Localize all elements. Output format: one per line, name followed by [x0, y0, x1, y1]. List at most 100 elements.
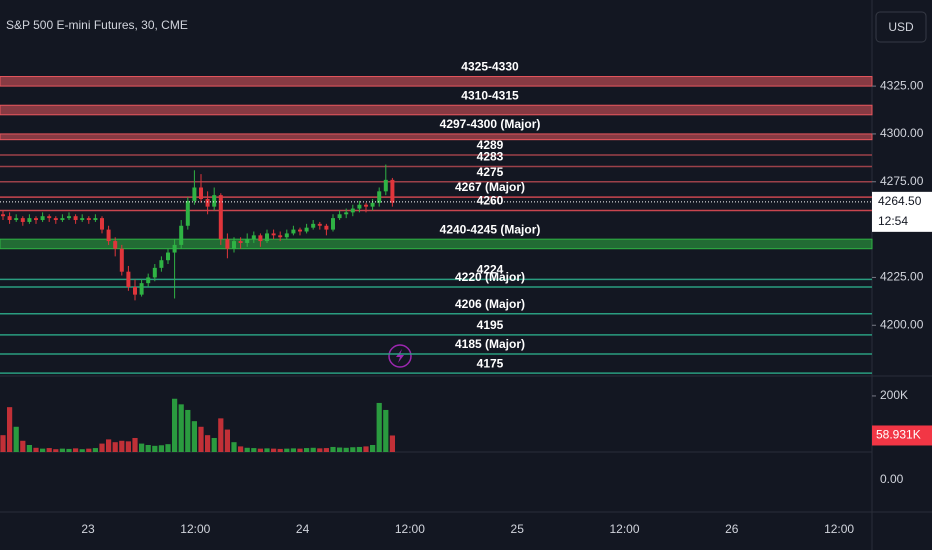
candle-body: [278, 235, 283, 238]
volume-bar: [139, 443, 145, 452]
candle-body: [119, 248, 124, 272]
x-tick-label: 12:00: [395, 522, 425, 536]
volume-bar: [33, 447, 39, 452]
last-price-box: [872, 191, 932, 232]
candle-body: [225, 239, 230, 249]
currency[interactable]: USD: [888, 20, 914, 34]
volume-last-label: 58.931K: [876, 428, 921, 442]
volume-bar: [376, 402, 382, 452]
volume-bar: [284, 448, 290, 452]
volume-bar: [20, 440, 26, 452]
volume-bar: [46, 448, 52, 452]
candle-body: [258, 235, 263, 242]
candle-body: [199, 187, 203, 199]
volume-bar: [106, 439, 112, 452]
candle-body: [265, 233, 269, 242]
candle-body: [185, 200, 190, 226]
volume-bar: [125, 441, 131, 452]
candle-body: [337, 214, 342, 219]
volume-bar: [99, 443, 105, 452]
volume-bar: [350, 447, 356, 452]
candle-body: [304, 227, 309, 232]
volume-bar: [152, 445, 158, 452]
candle-body: [311, 223, 316, 228]
level-zone: [0, 104, 873, 116]
candle-body: [60, 218, 65, 221]
candle-body: [232, 241, 236, 249]
volume-bar: [317, 448, 323, 452]
currency-button[interactable]: [875, 11, 927, 43]
y-tick-label: 4325.00: [880, 78, 924, 92]
candle-body: [218, 195, 223, 240]
level-zone: [0, 133, 873, 141]
lightning-glyph: [396, 349, 404, 363]
level-label: 4310-4315: [461, 88, 519, 102]
level-label: 4275: [477, 165, 504, 179]
volume-bar: [185, 409, 191, 452]
volume-bar: [112, 442, 118, 452]
x-tick-label: 23: [81, 522, 95, 536]
candle-body: [317, 223, 322, 226]
volume-bar: [205, 435, 211, 452]
volume-bar: [0, 435, 6, 452]
volume-bar: [257, 448, 263, 452]
volume-bar: [356, 446, 362, 452]
candle-body: [86, 218, 91, 221]
candle-body: [251, 235, 256, 240]
candle-body: [7, 216, 12, 221]
y-tick-label: 4225.00: [880, 270, 924, 284]
candle-body: [73, 216, 78, 221]
x-tick-label: 25: [511, 522, 525, 536]
volume-bar: [277, 448, 283, 452]
level-label: 4289: [477, 138, 504, 152]
candle-body: [34, 218, 38, 221]
level-label: 4185 (Major): [455, 337, 525, 351]
volume-bar: [211, 437, 217, 452]
x-tick-label: 12:00: [609, 522, 639, 536]
level-label: 4195: [477, 318, 504, 332]
volume-bar: [26, 444, 32, 452]
volume-bar: [310, 447, 316, 452]
volume-bar: [271, 448, 277, 452]
volume-bar: [165, 444, 171, 452]
level-label: 4325-4330: [461, 60, 519, 74]
candle-body: [159, 260, 164, 268]
volume-bar: [158, 445, 164, 452]
x-tick-label: 12:00: [824, 522, 854, 536]
candle-body: [139, 283, 144, 295]
lightning-icon[interactable]: [388, 344, 412, 368]
volume-bar: [304, 448, 310, 452]
candle-body: [344, 212, 349, 215]
candle-body: [383, 179, 388, 192]
volume-bar: [79, 449, 85, 452]
volume-bar: [92, 448, 98, 452]
level-zone: [0, 238, 873, 250]
volume-bar: [389, 435, 395, 452]
volume-bar: [218, 418, 224, 452]
candle-body: [370, 202, 375, 207]
volume-bar: [231, 442, 237, 452]
x-tick-label: 24: [296, 522, 310, 536]
candle-body: [40, 216, 45, 221]
y-tick-label: 4300.00: [880, 126, 924, 140]
volume-bar: [238, 446, 244, 452]
candle-body: [27, 218, 32, 222]
candle-body: [133, 286, 137, 295]
candle-body: [298, 229, 302, 232]
volume-bar: [224, 429, 230, 452]
candle-body: [67, 216, 71, 219]
candle-body: [1, 214, 5, 217]
volume-bar: [53, 449, 59, 452]
volume-bar: [66, 448, 72, 452]
candle-body: [291, 229, 296, 234]
candle-body: [93, 218, 98, 221]
volume-bar: [40, 448, 46, 452]
x-tick-label: 12:00: [180, 522, 210, 536]
volume-bar: [178, 404, 184, 452]
last-price-label: 4264.50: [878, 194, 922, 208]
candle-body: [126, 271, 131, 287]
volume-bar: [132, 437, 138, 452]
level-label: 4175: [477, 356, 504, 370]
candle-body: [53, 218, 58, 221]
